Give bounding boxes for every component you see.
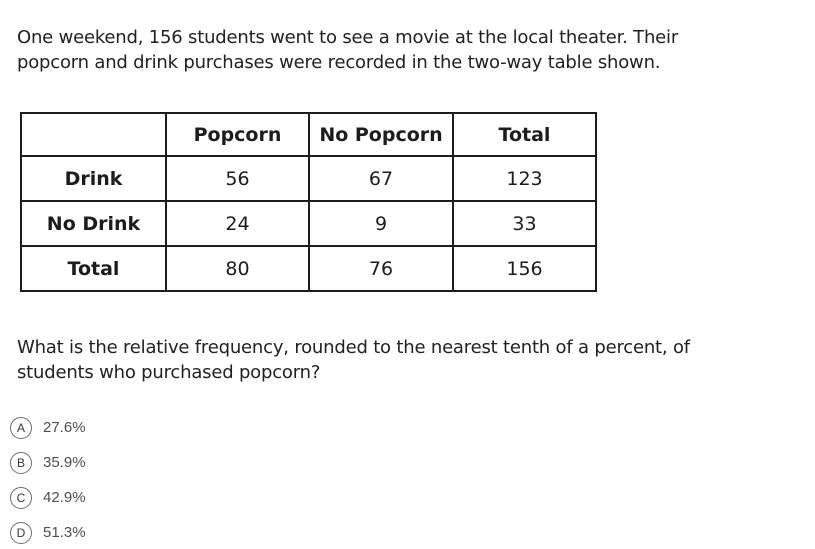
table-row-label: Total — [20, 245, 167, 292]
table-cell: 80 — [165, 245, 310, 292]
option-a-label: 27.6% — [43, 419, 86, 436]
table-row-drink: Drink 56 67 123 — [20, 155, 597, 202]
option-a-radio[interactable]: A — [10, 416, 32, 439]
table-cell: 67 — [308, 155, 454, 202]
table-header-row: Popcorn No Popcorn Total — [20, 112, 597, 157]
option-c-radio[interactable]: C — [10, 486, 32, 509]
table-cell: 56 — [165, 155, 310, 202]
answer-option-b[interactable]: B 35.9% — [10, 445, 86, 480]
answer-option-a[interactable]: A 27.6% — [10, 410, 86, 445]
table-cell: 24 — [165, 200, 310, 247]
answer-option-d[interactable]: D 51.3% — [10, 515, 86, 549]
table-row-label: Drink — [20, 155, 167, 202]
option-d-label: 51.3% — [43, 524, 86, 541]
answer-options-list: A 27.6% B 35.9% C 42.9% D 51.3% — [10, 410, 86, 549]
table-row-label: No Drink — [20, 200, 167, 247]
option-b-radio[interactable]: B — [10, 451, 32, 474]
option-d-radio[interactable]: D — [10, 521, 32, 544]
table-header-popcorn: Popcorn — [165, 112, 310, 157]
two-way-frequency-table: Popcorn No Popcorn Total Drink 56 67 123… — [20, 112, 597, 292]
question-intro-text: One weekend, 156 students went to see a … — [17, 27, 679, 73]
table-cell: 9 — [308, 200, 454, 247]
table-header-total: Total — [452, 112, 597, 157]
table-cell: 123 — [452, 155, 597, 202]
table-cell: 76 — [308, 245, 454, 292]
table-row-no-drink: No Drink 24 9 33 — [20, 200, 597, 247]
table-cell: 156 — [452, 245, 597, 292]
table-cell: 33 — [452, 200, 597, 247]
answer-option-c[interactable]: C 42.9% — [10, 480, 86, 515]
table-header-corner-cell — [20, 112, 167, 157]
option-c-label: 42.9% — [43, 489, 86, 506]
table-row-total: Total 80 76 156 — [20, 245, 597, 292]
table-header-no-popcorn: No Popcorn — [308, 112, 454, 157]
question-prompt-text: What is the relative frequency, rounded … — [17, 337, 690, 383]
option-b-label: 35.9% — [43, 454, 86, 471]
